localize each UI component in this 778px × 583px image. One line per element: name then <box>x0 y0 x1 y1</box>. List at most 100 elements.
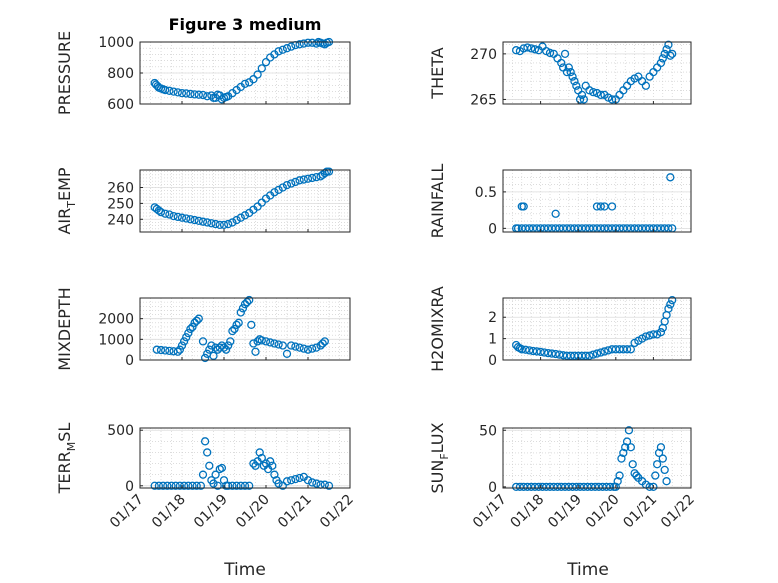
data-point <box>270 339 279 348</box>
data-point <box>274 47 283 56</box>
data-point <box>566 67 575 77</box>
data-point <box>182 214 191 223</box>
data-point <box>530 45 540 54</box>
data-point <box>251 461 260 470</box>
data-point <box>645 331 654 340</box>
data-point <box>274 340 283 349</box>
y-tick-label: 260 <box>107 180 134 196</box>
data-point <box>255 448 264 457</box>
data-point <box>619 448 628 458</box>
data-point <box>268 461 277 470</box>
data-point <box>517 345 526 354</box>
data-point <box>236 213 245 222</box>
data-point <box>312 479 321 488</box>
data-point <box>257 64 266 73</box>
data-point <box>666 300 675 309</box>
data-point <box>192 316 201 325</box>
axes-mixdepth: 0 1000 2000 MIXDEPTH <box>55 287 351 371</box>
data-point <box>316 341 325 350</box>
axes-theta: 265 270 THETA <box>428 40 692 108</box>
data-point <box>287 42 296 51</box>
data-point <box>282 44 292 53</box>
data-point <box>179 481 189 490</box>
data-point <box>555 350 564 359</box>
data-point <box>169 211 178 221</box>
data-point <box>228 481 237 490</box>
data-point <box>215 220 224 229</box>
data-point <box>295 40 304 49</box>
data-point <box>240 300 250 309</box>
data-point <box>234 318 243 327</box>
data-point <box>261 58 271 67</box>
data-point <box>607 202 617 211</box>
y-tick-label: 500 <box>107 423 134 439</box>
data-point <box>562 67 572 77</box>
data-point <box>190 318 199 327</box>
data-point <box>261 337 271 346</box>
data-point <box>167 481 176 490</box>
data-point <box>224 219 233 229</box>
axes-box <box>139 169 351 233</box>
data-point <box>308 478 317 487</box>
data-point <box>596 90 605 100</box>
x-tick-label: 01/22 <box>658 492 698 532</box>
data-point <box>242 297 252 307</box>
x-tick-label: 01/22 <box>317 492 357 532</box>
y-tick-label: 1 <box>488 332 497 348</box>
data-point <box>188 322 197 332</box>
data-point <box>190 215 199 225</box>
data-point <box>173 212 182 222</box>
data-point <box>209 351 218 361</box>
data-point <box>198 90 208 100</box>
axes-box <box>502 41 692 105</box>
data-point <box>226 337 235 346</box>
y-tick-label: 2000 <box>98 312 134 328</box>
data-point <box>165 210 174 219</box>
data-point <box>245 295 254 305</box>
x-tick-label: 01/21 <box>620 492 660 532</box>
data-point <box>613 477 622 486</box>
data-point <box>238 304 248 313</box>
data-point <box>295 176 304 185</box>
data-point <box>251 347 260 356</box>
x-axis-label-left: Time <box>223 560 266 580</box>
data-point <box>545 48 555 58</box>
data-point <box>205 461 214 470</box>
data-point <box>626 443 635 452</box>
data-point <box>607 95 617 104</box>
data-point <box>295 473 304 483</box>
data-point <box>308 173 317 183</box>
data-point <box>230 324 239 334</box>
data-point <box>312 343 321 352</box>
data-point <box>154 206 164 215</box>
data-point <box>194 314 203 323</box>
axes-box <box>502 427 692 489</box>
data-point <box>219 476 229 485</box>
data-point <box>641 81 651 90</box>
figure-title: Figure 3 medium <box>169 15 322 34</box>
data-point <box>596 202 605 211</box>
data-point <box>318 339 327 348</box>
data-point <box>570 77 579 86</box>
data-point <box>177 341 187 350</box>
data-point <box>649 330 658 339</box>
data-point <box>282 477 292 486</box>
y-tick-label: 1000 <box>98 332 134 348</box>
y-tick-label: 270 <box>470 47 497 63</box>
data-point <box>161 346 170 355</box>
data-point <box>161 85 170 95</box>
data-point <box>169 87 178 96</box>
data-point <box>512 46 521 55</box>
data-point <box>228 218 237 227</box>
data-point <box>624 426 634 435</box>
data-point <box>198 337 208 346</box>
data-point <box>211 219 220 229</box>
axes-rainfall: 0 0.5 RAINFALL <box>428 164 692 238</box>
data-point <box>224 481 233 490</box>
data-point <box>632 471 641 480</box>
data-point <box>249 339 258 348</box>
data-point <box>568 72 577 81</box>
data-point <box>656 328 666 337</box>
data-point <box>177 213 187 222</box>
